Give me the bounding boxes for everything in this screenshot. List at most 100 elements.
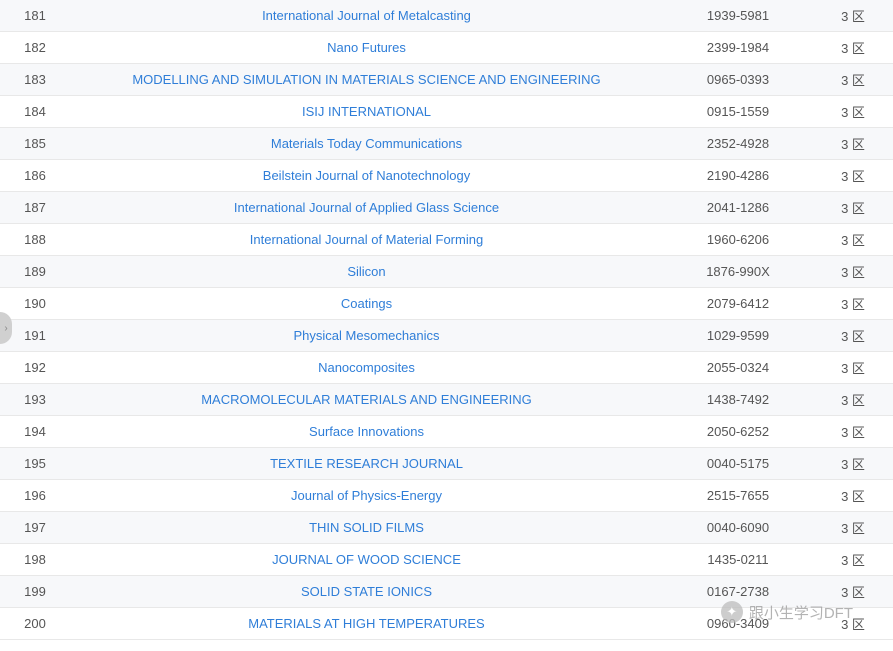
journal-title-link[interactable]: MACROMOLECULAR MATERIALS AND ENGINEERING [201, 392, 532, 407]
row-number: 195 [0, 456, 70, 471]
issn-cell: 2190-4286 [663, 168, 813, 183]
row-number: 183 [0, 72, 70, 87]
journal-title-link[interactable]: MATERIALS AT HIGH TEMPERATURES [248, 616, 484, 631]
zone-label: 区 [852, 265, 865, 280]
zone-label: 区 [852, 617, 865, 632]
row-number: 186 [0, 168, 70, 183]
row-number: 188 [0, 232, 70, 247]
journal-title-cell: JOURNAL OF WOOD SCIENCE [70, 552, 663, 567]
journal-title-cell: THIN SOLID FILMS [70, 520, 663, 535]
zone-label: 区 [852, 585, 865, 600]
issn-cell: 1435-0211 [663, 552, 813, 567]
issn-cell: 2515-7655 [663, 488, 813, 503]
journal-title-link[interactable]: Journal of Physics-Energy [291, 488, 442, 503]
zone-label: 区 [852, 329, 865, 344]
journal-title-link[interactable]: Physical Mesomechanics [294, 328, 440, 343]
journal-title-cell: Surface Innovations [70, 424, 663, 439]
journal-title-link[interactable]: International Journal of Metalcasting [262, 8, 471, 23]
issn-cell: 0965-0393 [663, 72, 813, 87]
zone-cell: 3 区 [813, 326, 893, 345]
zone-label: 区 [852, 41, 865, 56]
table-row: 198JOURNAL OF WOOD SCIENCE1435-02113 区 [0, 544, 893, 576]
zone-cell: 3 区 [813, 230, 893, 249]
table-row: 193MACROMOLECULAR MATERIALS AND ENGINEER… [0, 384, 893, 416]
row-number: 197 [0, 520, 70, 535]
journal-title-link[interactable]: Silicon [347, 264, 385, 279]
zone-label: 区 [852, 137, 865, 152]
row-number: 200 [0, 616, 70, 631]
journal-table: 181 International Journal of Metalcasting… [0, 0, 893, 640]
issn-cell: 2055-0324 [663, 360, 813, 375]
zone-cell: 3 区 [813, 166, 893, 185]
journal-title-link[interactable]: International Journal of Applied Glass S… [234, 200, 499, 215]
journal-title-cell: Coatings [70, 296, 663, 311]
journal-title-link[interactable]: Beilstein Journal of Nanotechnology [263, 168, 470, 183]
journal-title-link[interactable]: Materials Today Communications [271, 136, 462, 151]
journal-title-link[interactable]: Surface Innovations [309, 424, 424, 439]
row-number: 192 [0, 360, 70, 375]
journal-title-link[interactable]: TEXTILE RESEARCH JOURNAL [270, 456, 463, 471]
zone-label: 区 [852, 73, 865, 88]
zone-number: 3 [841, 457, 848, 472]
row-number: 194 [0, 424, 70, 439]
zone-label: 区 [852, 553, 865, 568]
journal-title-cell: TEXTILE RESEARCH JOURNAL [70, 456, 663, 471]
issn-cell: 2399-1984 [663, 40, 813, 55]
journal-title-link[interactable]: SOLID STATE IONICS [301, 584, 432, 599]
zone-cell: 3 区 [813, 38, 893, 57]
zone-cell: 3 区 [813, 550, 893, 569]
table-row: 190Coatings2079-64123 区 [0, 288, 893, 320]
zone-number: 3 [841, 233, 848, 248]
table-row: 188 International Journal of Material For… [0, 224, 893, 256]
zone-number: 3 [841, 73, 848, 88]
zone-cell: 3 区 [813, 102, 893, 121]
table-row: 199SOLID STATE IONICS0167-27383 区 [0, 576, 893, 608]
zone-number: 3 [841, 617, 848, 632]
journal-title-link[interactable]: ISIJ INTERNATIONAL [302, 104, 431, 119]
zone-number: 3 [841, 105, 848, 120]
journal-title-link[interactable]: MODELLING AND SIMULATION IN MATERIALS SC… [132, 72, 600, 87]
journal-title-cell: MATERIALS AT HIGH TEMPERATURES [70, 616, 663, 631]
journal-title-cell: Beilstein Journal of Nanotechnology [70, 168, 663, 183]
chevron-right-icon: › [4, 323, 7, 334]
journal-title-cell: International Journal of Applied Glass S… [70, 200, 663, 215]
zone-label: 区 [852, 361, 865, 376]
zone-number: 3 [841, 169, 848, 184]
zone-label: 区 [852, 457, 865, 472]
issn-cell: 1438-7492 [663, 392, 813, 407]
zone-label: 区 [852, 425, 865, 440]
journal-title-link[interactable]: International Journal of Material Formin… [250, 232, 483, 247]
row-number: 181 [0, 8, 70, 23]
table-row: 195TEXTILE RESEARCH JOURNAL0040-51753 区 [0, 448, 893, 480]
issn-cell: 0040-6090 [663, 520, 813, 535]
issn-cell: 1939-5981 [663, 8, 813, 23]
journal-title-link[interactable]: THIN SOLID FILMS [309, 520, 424, 535]
issn-cell: 2050-6252 [663, 424, 813, 439]
zone-cell: 3 区 [813, 358, 893, 377]
zone-cell: 3 区 [813, 422, 893, 441]
zone-label: 区 [852, 201, 865, 216]
table-row: 185Materials Today Communications2352-49… [0, 128, 893, 160]
zone-label: 区 [852, 233, 865, 248]
journal-title-link[interactable]: JOURNAL OF WOOD SCIENCE [272, 552, 461, 567]
zone-cell: 3 区 [813, 582, 893, 601]
journal-title-link[interactable]: Nanocomposites [318, 360, 415, 375]
table-row: 194 Surface Innovations 2050-62523 区 [0, 416, 893, 448]
journal-title-cell: Nanocomposites [70, 360, 663, 375]
issn-cell: 0167-2738 [663, 584, 813, 599]
table-row: 200MATERIALS AT HIGH TEMPERATURES0960-34… [0, 608, 893, 640]
row-number: 189 [0, 264, 70, 279]
journal-title-cell: Nano Futures [70, 40, 663, 55]
journal-title-cell: MODELLING AND SIMULATION IN MATERIALS SC… [70, 72, 663, 87]
issn-cell: 2079-6412 [663, 296, 813, 311]
journal-title-cell: Physical Mesomechanics [70, 328, 663, 343]
zone-cell: 3 区 [813, 6, 893, 25]
zone-number: 3 [841, 41, 848, 56]
journal-title-link[interactable]: Nano Futures [327, 40, 406, 55]
zone-label: 区 [852, 393, 865, 408]
zone-label: 区 [852, 9, 865, 24]
journal-title-link[interactable]: Coatings [341, 296, 392, 311]
issn-cell: 2041-1286 [663, 200, 813, 215]
row-number: 190 [0, 296, 70, 311]
zone-label: 区 [852, 169, 865, 184]
